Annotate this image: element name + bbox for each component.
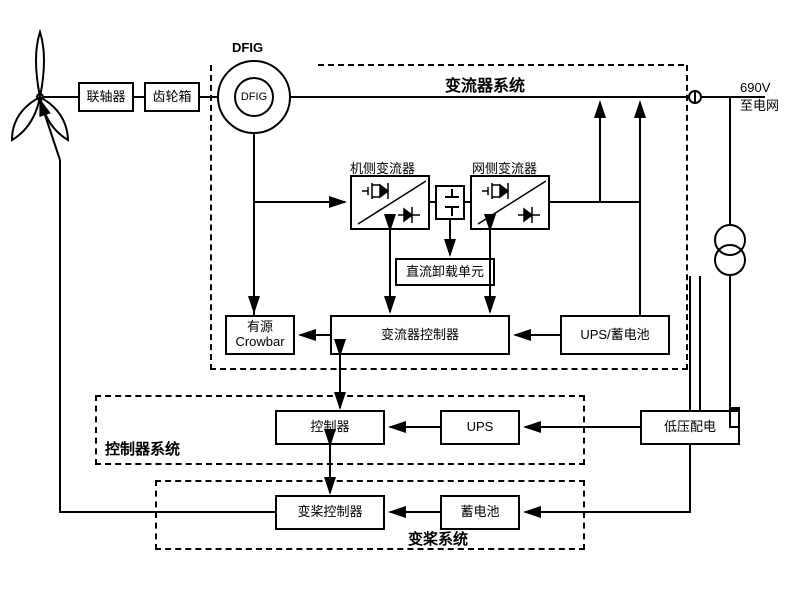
low-voltage-box: 低压配电 [640,410,740,445]
converter-controller-label: 变流器控制器 [381,328,459,343]
grid-label: 690V 至电网 [740,80,779,114]
ups-battery-label: UPS/蓄电池 [580,328,649,343]
dc-unload-label: 直流卸载单元 [406,265,484,280]
battery-box: 蓄电池 [440,495,520,530]
igbt-icon-rotor [354,177,426,228]
converter-system-label: 变流器系统 [445,72,525,96]
converter-controller-box: 变流器控制器 [330,315,510,355]
dfig-outer-label: DFIG [232,40,263,55]
active-crowbar-label: 有源 Crowbar [235,320,284,350]
pitch-controller-box: 变桨控制器 [275,495,385,530]
battery-label: 蓄电池 [460,505,499,520]
capacitor-icon [439,187,461,218]
grid-node [688,90,702,104]
turbine-icon [12,32,68,162]
pitch-system-label: 变桨系统 [408,528,468,549]
diagram-stage: 联轴器 齿轮箱 DFIG DFIG 690V 至电网 变流器系统 机侧变流器 [0,0,800,611]
coupling-box: 联轴器 [78,82,134,112]
grid-label-bottom: 至电网 [740,98,779,113]
rotor-converter-box [350,175,430,230]
coupling-label: 联轴器 [86,90,125,105]
controller-system-label: 控制器系统 [105,438,180,459]
ups-battery-box: UPS/蓄电池 [560,315,670,355]
dc-link-box [435,185,465,220]
active-crowbar-box: 有源 Crowbar [225,315,295,355]
transformer-bottom [714,244,746,276]
ups-box: UPS [440,410,520,445]
ups-label: UPS [467,420,494,435]
igbt-icon-grid [474,177,546,228]
gearbox-box: 齿轮箱 [144,82,200,112]
pitch-controller-label: 变桨控制器 [297,505,362,520]
gearbox-label: 齿轮箱 [152,90,191,105]
grid-converter-box [470,175,550,230]
low-voltage-label: 低压配电 [664,420,716,435]
controller-box: 控制器 [275,410,385,445]
grid-label-top: 690V [740,80,770,95]
dc-unload-box: 直流卸载单元 [395,258,495,286]
controller-label: 控制器 [310,420,349,435]
